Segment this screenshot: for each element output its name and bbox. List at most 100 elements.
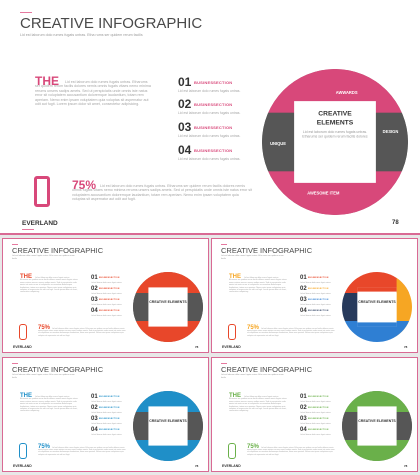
page-title: CREATIVE INFOGRAPHIC (221, 246, 313, 255)
the-paragraph: Lid est laborum dolo rumes fugats untras… (229, 396, 287, 413)
item-number-1: 01 (91, 394, 98, 400)
item-desc-3: Lid est laborum dolo rumes fugats untras… (91, 423, 123, 425)
the-paragraph: Lid est laborum dolo rumes fugats untras… (35, 80, 151, 107)
item-number-3: 03 (300, 297, 307, 303)
the-paragraph: Lid est laborum dolo rumes fugats untras… (229, 277, 287, 294)
main-slide: CREATIVE INFOGRAPHIC Lid est laborum dol… (0, 0, 420, 235)
percent-paragraph: Lid est laborum dolo rumes fugats untras… (38, 447, 126, 456)
wheel-center-text: Lid est laborum dolo rumes fugats untras… (302, 130, 368, 140)
percent-value: 75% (38, 325, 51, 331)
item-label-4: BUSINESSECTION (99, 429, 120, 431)
item-label-4: BUSINESSECTION (194, 148, 233, 153)
wheel-left-label: UNIQUE (270, 141, 286, 146)
wheel-center-title: CREATIVE ELEMENTS (149, 300, 187, 304)
wheel-center-title: CREATIVE ELEMENTS (358, 419, 396, 423)
item-number-4: 04 (300, 427, 307, 433)
item-desc-1: Lid est laborum dolo rumes fugats untras… (300, 401, 332, 403)
page-subtitle: Lid est laborum dolo rumes fugats untras… (12, 374, 75, 379)
item-label-3: BUSINESSECTION (99, 299, 120, 301)
item-desc-2: Lid est laborum dolo rumes fugats untras… (300, 412, 332, 414)
brand-name: EVERLAND (222, 345, 241, 349)
page-subtitle: Lid est laborum dolo rumes fugats untras… (20, 33, 143, 37)
item-number-3: 03 (91, 416, 98, 422)
item-label-3: BUSINESSECTION (99, 418, 120, 420)
item-label-4: BUSINESSECTION (308, 310, 329, 312)
page-title: CREATIVE INFOGRAPHIC (20, 15, 203, 32)
item-label-2: BUSINESSECTION (308, 288, 329, 290)
title-accent-line (12, 244, 18, 245)
item-desc-3: Lid est laborum dolo rumes fugats untras… (300, 304, 332, 306)
page-number: 78 (392, 220, 399, 226)
wheel-right-label: DESIGN (383, 129, 399, 134)
item-desc-4: Lid est laborum dolo rumes fugats untras… (91, 434, 123, 436)
item-desc-3: Lid est laborum dolo rumes fugats untras… (300, 423, 332, 425)
item-number-3: 03 (300, 416, 307, 422)
item-number-2: 02 (178, 97, 192, 111)
percent-value: 75% (247, 444, 260, 450)
percent-value: 75% (247, 325, 260, 331)
item-label-1: BUSINESSECTION (308, 396, 329, 398)
page-number: 78 (404, 345, 408, 349)
item-label-4: BUSINESSECTION (99, 310, 120, 312)
tablet-icon (19, 324, 27, 340)
the-label: THE (20, 274, 32, 280)
item-label-3: BUSINESSECTION (308, 418, 329, 420)
item-number-1: 01 (300, 394, 307, 400)
item-number-4: 04 (178, 143, 192, 157)
thumbnail-slide-1[interactable]: CREATIVE INFOGRAPHIC Lid est laborum dol… (2, 238, 209, 353)
title-accent-line (20, 12, 32, 13)
percent-value: 75% (38, 444, 51, 450)
item-number-2: 02 (300, 405, 307, 411)
item-label-4: BUSINESSECTION (308, 429, 329, 431)
tablet-icon (228, 443, 236, 459)
page-number: 78 (195, 464, 199, 468)
item-label-2: BUSINESSECTION (99, 288, 120, 290)
item-number-2: 02 (300, 286, 307, 292)
page-number: 78 (195, 345, 199, 349)
item-label-1: BUSINESSECTION (194, 80, 233, 85)
item-desc-1: Lid est laborum dolo rumes fugats untras… (91, 282, 123, 284)
page-subtitle: Lid est laborum dolo rumes fugats untras… (221, 255, 284, 260)
page-title: CREATIVE INFOGRAPHIC (12, 365, 104, 374)
wheel-center-title: CREATIVE ELEMENTS (149, 419, 187, 423)
item-number-1: 01 (178, 75, 192, 89)
percent-paragraph: Lid est laborum dolo rumes fugats untras… (38, 328, 126, 337)
thumbnail-slide-3[interactable]: CREATIVE INFOGRAPHIC Lid est laborum dol… (2, 357, 209, 472)
page-title: CREATIVE INFOGRAPHIC (12, 246, 104, 255)
item-desc-4: Lid est laborum dolo rumes fugats untras… (300, 315, 332, 317)
the-paragraph: Lid est laborum dolo rumes fugats untras… (20, 396, 78, 413)
thumbnail-slide-2[interactable]: CREATIVE INFOGRAPHIC Lid est laborum dol… (211, 238, 418, 353)
title-accent-line (12, 363, 18, 364)
brand-name: EVERLAND (222, 464, 241, 468)
thumbnail-slide-4[interactable]: CREATIVE INFOGRAPHIC Lid est laborum dol… (211, 357, 418, 472)
item-label-2: BUSINESSECTION (194, 102, 233, 107)
item-label-1: BUSINESSECTION (99, 396, 120, 398)
the-label: THE (35, 74, 59, 88)
wheel-center-title: CREATIVE ELEMENTS (316, 109, 354, 126)
item-number-3: 03 (91, 297, 98, 303)
title-accent-line (221, 244, 227, 245)
page-subtitle: Lid est laborum dolo rumes fugats untras… (12, 255, 75, 260)
tablet-icon (34, 176, 50, 207)
item-label-1: BUSINESSECTION (99, 277, 120, 279)
item-desc-4: Lid est laborum dolo rumes fugats untras… (91, 315, 123, 317)
page-number: 78 (404, 464, 408, 468)
creative-elements-wheel: CREATIVE ELEMENTS (342, 272, 412, 342)
item-desc-1: Lid est laborum dolo rumes fugats untras… (178, 89, 241, 93)
brand-name: EVERLAND (13, 345, 32, 349)
item-desc-4: Lid est laborum dolo rumes fugats untras… (300, 434, 332, 436)
percent-paragraph: Lid est laborum dolo rumes fugats untras… (72, 184, 252, 202)
the-label: THE (229, 393, 241, 399)
percent-value: 75% (72, 178, 97, 192)
creative-elements-wheel: CREATIVE ELEMENTS (342, 391, 412, 461)
item-number-4: 04 (91, 427, 98, 433)
brand-name: EVERLAND (13, 464, 32, 468)
item-number-1: 01 (91, 275, 98, 281)
item-label-3: BUSINESSECTION (194, 125, 233, 130)
item-label-1: BUSINESSECTION (308, 277, 329, 279)
item-label-3: BUSINESSECTION (308, 299, 329, 301)
item-desc-2: Lid est laborum dolo rumes fugats untras… (300, 293, 332, 295)
the-label: THE (229, 274, 241, 280)
percent-paragraph: Lid est laborum dolo rumes fugats untras… (247, 328, 335, 337)
percent-paragraph: Lid est laborum dolo rumes fugats untras… (247, 447, 335, 456)
